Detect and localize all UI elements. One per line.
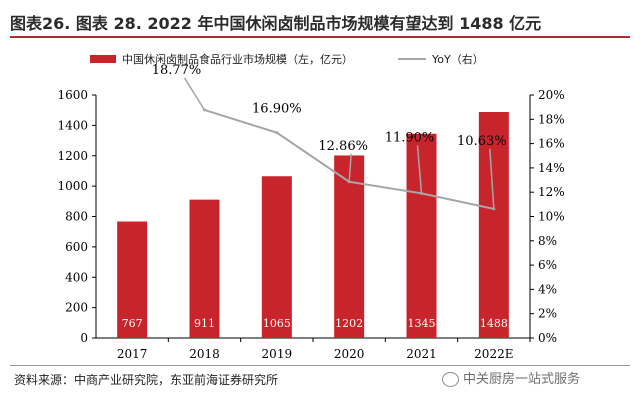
yoy-leader-line bbox=[348, 153, 352, 182]
x-tick-label: 2018 bbox=[189, 347, 220, 361]
yoy-leader-line bbox=[416, 145, 423, 194]
yoy-leader-line bbox=[183, 77, 206, 111]
x-tick-label: 2022E bbox=[474, 347, 513, 361]
page-title: 图表26. 图表 28. 2022 年中国休闲卤制品市场规模有望达到 1488 … bbox=[10, 14, 542, 33]
y-right-tick-label: 0% bbox=[538, 331, 557, 345]
bar bbox=[189, 199, 220, 338]
y-right-tick-label: 16% bbox=[538, 137, 565, 151]
x-tick-label: 2020 bbox=[334, 347, 365, 361]
yoy-leader-line bbox=[489, 148, 495, 209]
legend-label-bar: 中国休闲卤制品食品行业市场规模（左，亿元） bbox=[122, 52, 353, 66]
source-note: 资料来源：中商产业研究院，东亚前海证券研究所 bbox=[14, 373, 279, 387]
watermark: 中关厨房一站式服务 bbox=[442, 368, 580, 387]
x-tick-label: 2019 bbox=[262, 347, 293, 361]
yoy-value-label: 12.86% bbox=[318, 139, 368, 154]
x-tick-label: 2021 bbox=[406, 347, 437, 361]
bar-value-label: 1065 bbox=[263, 317, 291, 330]
y-left-tick-label: 800 bbox=[65, 210, 88, 224]
wechat-icon bbox=[442, 372, 459, 387]
y-left-tick-label: 1200 bbox=[57, 149, 88, 163]
bar-value-label: 1488 bbox=[480, 317, 508, 330]
bar bbox=[478, 112, 509, 338]
yoy-value-label: 10.63% bbox=[457, 134, 507, 149]
bar-value-label: 1345 bbox=[408, 317, 436, 330]
yoy-value-label: 18.77% bbox=[152, 63, 202, 78]
y-left-tick-label: 1000 bbox=[57, 179, 88, 193]
legend-label-line: YoY（右） bbox=[431, 52, 484, 66]
bar bbox=[334, 155, 365, 338]
y-left-tick-label: 1600 bbox=[57, 88, 88, 102]
yoy-value-label: 16.90% bbox=[252, 102, 302, 117]
y-right-tick-label: 14% bbox=[538, 161, 565, 175]
footer-divider bbox=[10, 365, 630, 366]
yoy-point bbox=[275, 131, 279, 135]
y-right-tick-label: 12% bbox=[538, 185, 565, 199]
x-tick-label: 2017 bbox=[117, 347, 148, 361]
y-right-tick-label: 20% bbox=[538, 88, 565, 102]
bar-value-label: 767 bbox=[122, 317, 143, 330]
y-right-tick-label: 18% bbox=[538, 112, 565, 126]
bar-value-label: 1202 bbox=[335, 317, 363, 330]
title-bar: 图表26. 图表 28. 2022 年中国休闲卤制品市场规模有望达到 1488 … bbox=[10, 8, 630, 38]
bar-value-label: 911 bbox=[194, 317, 215, 330]
y-right-tick-label: 8% bbox=[538, 234, 557, 248]
y-right-tick-label: 2% bbox=[538, 307, 557, 321]
bar bbox=[117, 221, 148, 338]
watermark-text: 中关厨房一站式服务 bbox=[463, 372, 581, 387]
y-left-tick-label: 1400 bbox=[57, 118, 88, 132]
y-right-tick-label: 10% bbox=[538, 210, 565, 224]
yoy-value-label: 11.90% bbox=[385, 130, 435, 145]
legend-swatch-bar bbox=[90, 55, 116, 63]
y-left-tick-label: 0 bbox=[80, 331, 88, 345]
bar bbox=[261, 176, 292, 338]
bar bbox=[406, 133, 437, 338]
y-right-tick-label: 4% bbox=[538, 282, 557, 296]
y-right-tick-label: 6% bbox=[538, 258, 557, 272]
y-left-tick-label: 600 bbox=[65, 240, 88, 254]
y-left-tick-label: 400 bbox=[65, 270, 88, 284]
y-left-tick-label: 200 bbox=[65, 301, 88, 315]
